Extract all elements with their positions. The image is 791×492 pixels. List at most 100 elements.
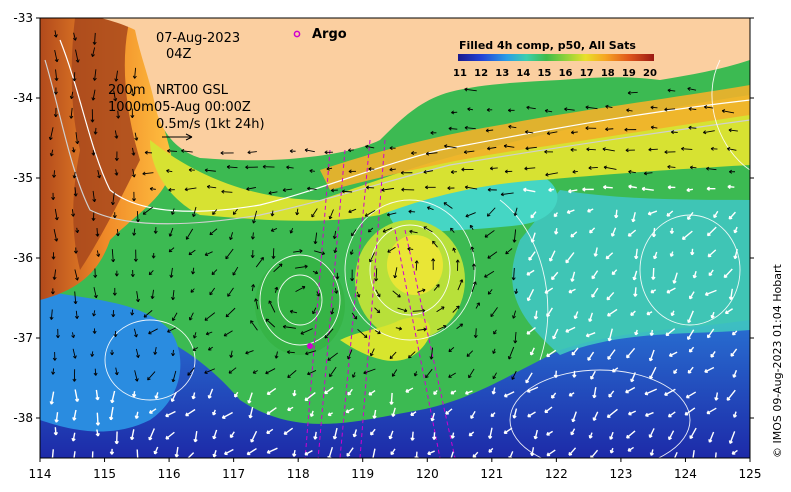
- current-arrow: [708, 431, 715, 443]
- current-arrow: [328, 446, 334, 458]
- current-arrow: [605, 105, 613, 109]
- current-arrowhead: [209, 231, 213, 236]
- current-arrowhead: [570, 233, 575, 238]
- current-arrow: [369, 252, 375, 263]
- current-arrowhead: [393, 274, 398, 279]
- current-arrowhead: [526, 297, 531, 302]
- current-arrow: [282, 188, 293, 191]
- current-arrow: [590, 370, 596, 380]
- current-arrow: [348, 208, 357, 213]
- current-arrowhead: [488, 449, 493, 453]
- current-arrow: [185, 408, 196, 417]
- current-arrowhead: [130, 273, 135, 278]
- current-arrowhead: [570, 130, 575, 135]
- current-arrow: [356, 291, 360, 298]
- current-arrowhead: [69, 115, 74, 119]
- current-arrowhead: [464, 87, 468, 92]
- current-arrow: [565, 326, 576, 333]
- current-arrow: [375, 268, 378, 282]
- x-tick-label: 121: [480, 467, 503, 481]
- current-arrow: [409, 230, 418, 234]
- current-arrowhead: [304, 264, 308, 269]
- current-arrow: [395, 327, 402, 330]
- current-arrowhead: [425, 151, 430, 156]
- current-arrowhead: [546, 313, 551, 318]
- current-arrow: [251, 284, 254, 292]
- current-arrow: [366, 186, 375, 189]
- current-arrowhead: [526, 105, 530, 110]
- current-arrow: [501, 192, 514, 196]
- current-arrowhead: [48, 136, 53, 141]
- current-arrow: [411, 431, 414, 441]
- current-arrowhead: [188, 317, 193, 321]
- current-arrow: [304, 392, 316, 402]
- current-arrow: [207, 186, 217, 189]
- current-arrowhead: [432, 436, 437, 440]
- current-arrowhead: [588, 435, 593, 439]
- isobath-200m: [59, 39, 750, 212]
- current-arrow: [475, 302, 480, 309]
- current-arrowhead: [260, 257, 264, 261]
- current-arrow: [115, 70, 118, 82]
- colorbar-tick-label: 12: [474, 68, 488, 79]
- current-arrowhead: [552, 335, 557, 340]
- current-arrowhead: [456, 305, 460, 310]
- current-arrowhead: [493, 331, 497, 335]
- current-arrowhead: [587, 208, 591, 213]
- current-arrowhead: [512, 239, 517, 243]
- current-arrowhead: [733, 255, 738, 260]
- current-arrow: [513, 267, 515, 281]
- current-arrowhead: [131, 92, 136, 97]
- current-arrowhead: [114, 135, 119, 139]
- current-arrow: [204, 169, 216, 172]
- current-arrow: [49, 127, 54, 140]
- current-arrowhead: [351, 374, 356, 378]
- current-arrowhead: [565, 328, 569, 333]
- current-arrowhead: [54, 419, 59, 423]
- current-arrow: [372, 448, 376, 458]
- current-arrow: [225, 307, 236, 318]
- current-arrowhead: [73, 193, 78, 197]
- current-arrow: [374, 330, 381, 334]
- current-arrowhead: [469, 224, 474, 229]
- current-arrowhead: [611, 271, 616, 276]
- current-arrowhead: [305, 351, 309, 356]
- current-arrowhead: [212, 453, 217, 458]
- current-arrowhead: [522, 187, 527, 192]
- current-arrowhead: [365, 185, 370, 190]
- current-arrowhead: [591, 275, 596, 280]
- current-arrowhead: [191, 271, 196, 275]
- current-arrowhead: [708, 439, 713, 443]
- current-arrow: [75, 132, 78, 144]
- argo-tracks: [304, 139, 456, 458]
- current-arrowhead: [687, 86, 691, 91]
- current-arrowhead: [316, 293, 320, 297]
- current-arrow: [224, 448, 234, 455]
- current-arrowhead: [229, 434, 234, 439]
- current-arrow: [628, 410, 637, 416]
- current-arrow: [544, 406, 553, 413]
- current-arrow: [392, 290, 401, 298]
- current-arrowhead: [268, 190, 272, 195]
- current-arrow: [172, 349, 174, 356]
- current-arrow: [728, 129, 738, 132]
- current-arrowhead: [248, 414, 253, 419]
- current-arrowhead: [169, 274, 174, 278]
- current-arrow: [688, 127, 697, 129]
- current-arrowhead: [628, 184, 632, 189]
- current-arrow: [564, 108, 575, 111]
- current-arrow: [142, 172, 154, 175]
- current-arrowhead: [487, 291, 492, 295]
- current-arrow: [115, 367, 118, 375]
- y-tick-label: -36: [13, 251, 33, 265]
- current-arrowhead: [551, 276, 555, 281]
- current-arrow: [687, 310, 694, 323]
- current-arrowhead: [507, 356, 512, 360]
- current-arrow: [466, 350, 474, 357]
- current-arrow: [211, 269, 218, 275]
- current-arrowhead: [91, 217, 96, 221]
- current-arrowhead: [487, 255, 491, 259]
- x-tick-label: 116: [158, 467, 181, 481]
- current-arrowhead: [492, 350, 496, 354]
- current-arrowhead: [71, 334, 76, 339]
